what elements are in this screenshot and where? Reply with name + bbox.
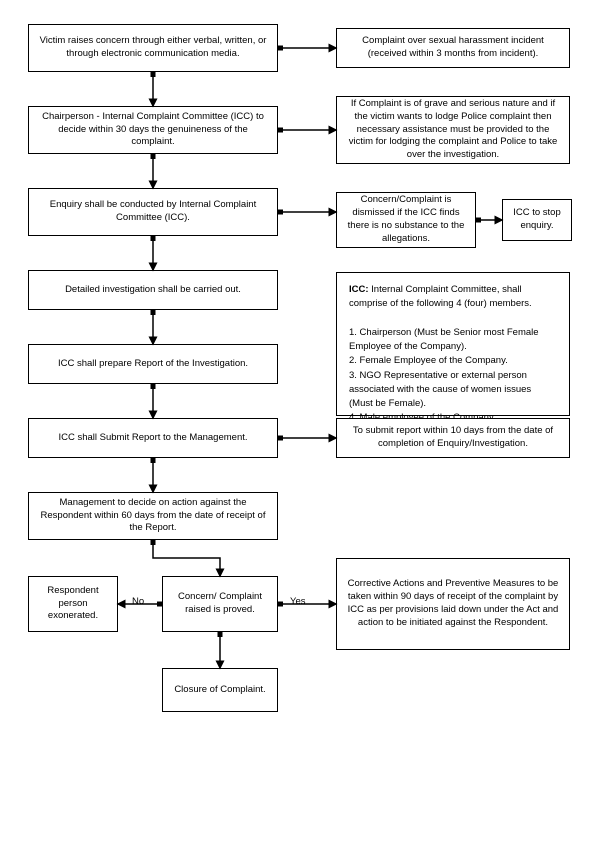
label-no: No [132,596,144,607]
side-police-assistance: If Complaint is of grave and serious nat… [336,96,570,164]
node-enquiry-conducted: Enquiry shall be conducted by Internal C… [28,188,278,236]
node-management-decide: Management to decide on action against t… [28,492,278,540]
node-decision-proved: Concern/ Complaint raised is proved. [162,576,278,632]
side-corrective-actions: Corrective Actions and Preventive Measur… [336,558,570,650]
node-victim-raises: Victim raises concern through either ver… [28,24,278,72]
info-icc-composition: ICC: Internal Complaint Committee, shall… [336,272,570,416]
node-exonerated: Respondent person exonerated. [28,576,118,632]
node-chairperson-decide: Chairperson - Internal Complaint Committ… [28,106,278,154]
node-submit-report: ICC shall Submit Report to the Managemen… [28,418,278,458]
label-yes: Yes [290,596,306,607]
side-stop-enquiry: ICC to stop enquiry. [502,199,572,241]
side-submit-10days: To submit report within 10 days from the… [336,418,570,458]
side-complaint-received: Complaint over sexual harassment inciden… [336,28,570,68]
side-dismissed: Concern/Complaint is dismissed if the IC… [336,192,476,248]
node-prepare-report: ICC shall prepare Report of the Investig… [28,344,278,384]
node-detailed-investigation: Detailed investigation shall be carried … [28,270,278,310]
node-closure: Closure of Complaint. [162,668,278,712]
